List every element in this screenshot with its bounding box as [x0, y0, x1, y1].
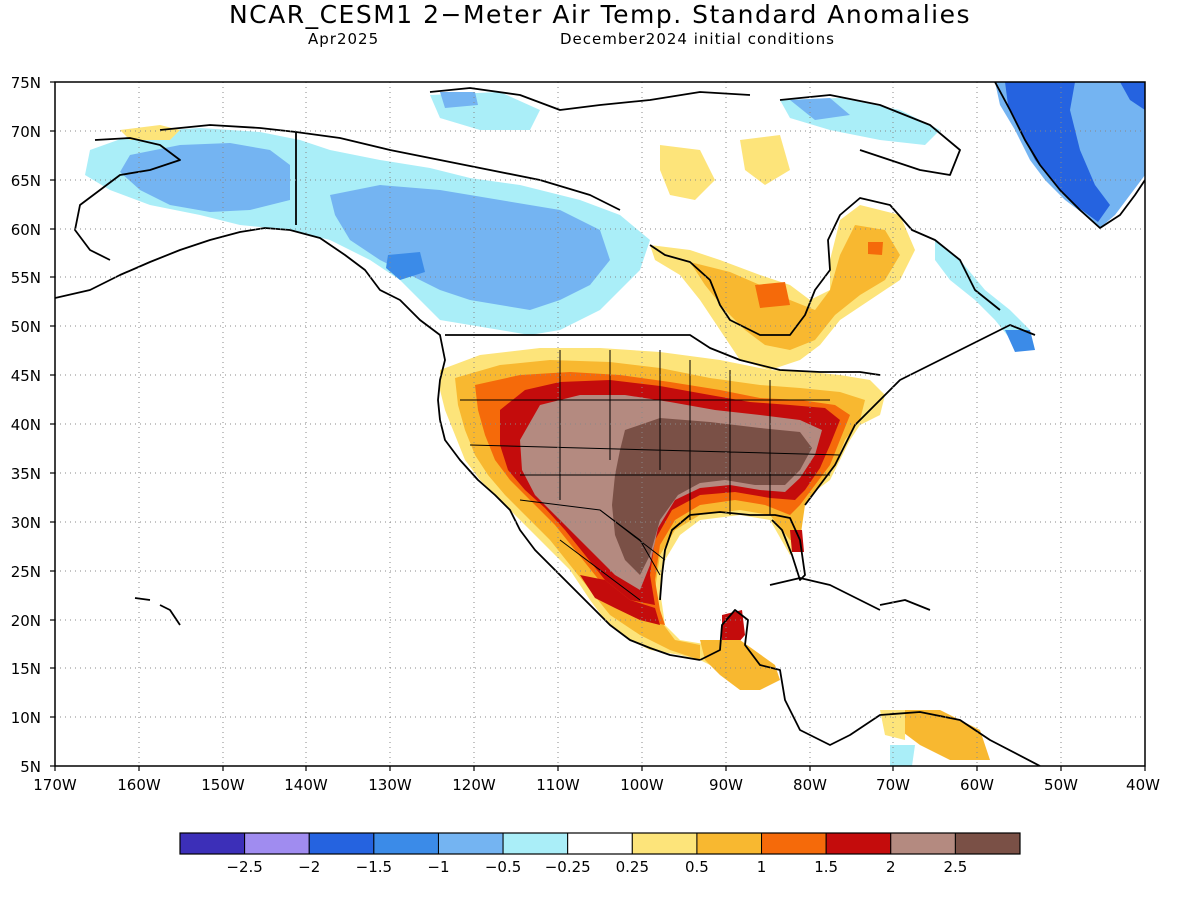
lon-label: 60W	[960, 776, 994, 794]
colorbar-label: 2	[886, 858, 896, 876]
colorbar-label: −2.5	[226, 858, 262, 876]
colorbar-swatch	[890, 832, 956, 855]
hispaniola-coast	[879, 599, 931, 611]
venezuela-anomaly-cool	[890, 745, 915, 766]
lon-label: 50W	[1044, 776, 1078, 794]
bc-anomaly	[330, 185, 610, 310]
hudson-bay-anomaly-mid	[690, 225, 900, 350]
gulf-coast	[659, 511, 806, 601]
colorbar-swatch	[825, 832, 892, 855]
lat-label: 45N	[11, 367, 41, 385]
baffin-coast	[779, 94, 961, 176]
lon-label: 120W	[452, 776, 496, 794]
colorbar-label: 1	[757, 858, 767, 876]
colorbar-swatch	[179, 832, 246, 855]
lon-label: 40W	[1126, 776, 1160, 794]
arctic-islands-anomaly-2	[440, 92, 478, 108]
colorbar-swatch	[631, 832, 698, 855]
lat-label: 20N	[11, 612, 41, 630]
lon-label: 160W	[117, 776, 161, 794]
us-state-lines	[460, 350, 841, 561]
us-anomaly-brown-dark	[612, 418, 812, 575]
colorbar-swatch	[954, 832, 1021, 855]
lon-label: 150W	[201, 776, 245, 794]
hudson-bay-coast	[649, 197, 1001, 336]
lon-label: 100W	[620, 776, 664, 794]
forecast-month: Apr2025	[308, 30, 380, 48]
graticule	[55, 82, 1145, 766]
colorbar-swatch	[244, 832, 310, 855]
axis-ticks	[50, 81, 1146, 771]
colorbar-label: 0.25	[616, 858, 649, 876]
colorbar-label: 2.5	[943, 858, 967, 876]
colorbar-frame	[179, 832, 1021, 855]
colorbar-swatch	[437, 832, 504, 855]
colorbar-label: −1.5	[356, 858, 392, 876]
hudson-bay-anomaly-high	[755, 282, 790, 308]
colorbar-swatch	[761, 832, 827, 855]
lon-label: 140W	[284, 776, 328, 794]
lat-label: 50N	[11, 318, 41, 336]
colorbar-swatch	[502, 832, 569, 855]
mexico-anomaly-red	[580, 575, 660, 625]
lat-label: 75N	[11, 74, 41, 92]
colorbar-swatch	[308, 832, 375, 855]
newfoundland-anomaly	[1005, 330, 1035, 352]
arctic-coast	[159, 124, 621, 211]
mexico-state-lines	[519, 499, 661, 601]
east-coast	[804, 324, 1036, 506]
labrador-anomaly	[935, 240, 1035, 350]
colorbar-label: −0.5	[485, 858, 521, 876]
initial-conditions-label: December2024 initial conditions	[560, 30, 835, 48]
lat-label: 70N	[11, 123, 41, 141]
baffin-anomaly-2	[790, 98, 850, 120]
hawaii-islands	[134, 597, 181, 626]
lat-label: 10N	[11, 709, 41, 727]
central-america-anomaly	[700, 640, 780, 690]
lon-label: 90W	[709, 776, 743, 794]
us-canada-border	[445, 334, 881, 376]
lat-label: 30N	[11, 514, 41, 532]
lat-label: 60N	[11, 221, 41, 239]
bc-anomaly-strong	[386, 252, 425, 280]
nunavut-anomaly-2	[740, 135, 790, 185]
lon-label: 70W	[876, 776, 910, 794]
colorbar-label: −0.25	[545, 858, 591, 876]
greenland-anomaly-strong	[1005, 82, 1110, 222]
colorbar-swatch	[696, 832, 763, 855]
cuba-coast	[769, 577, 881, 611]
arctic-islands-coast	[429, 87, 751, 111]
lat-label: 5N	[20, 758, 41, 776]
lon-label: 80W	[793, 776, 827, 794]
lon-label: 110W	[536, 776, 580, 794]
lat-label: 15N	[11, 660, 41, 678]
colorbar-label: 1.5	[814, 858, 838, 876]
south-america-anomaly	[900, 710, 990, 760]
alaska-coastline	[55, 227, 446, 421]
colorbar-swatch	[567, 832, 633, 855]
lon-label: 130W	[368, 776, 412, 794]
lat-label: 65N	[11, 172, 41, 190]
alaska-west-coast	[74, 137, 181, 261]
lat-label: 25N	[11, 563, 41, 581]
yucatan-coast	[699, 609, 1041, 766]
lat-label: 40N	[11, 416, 41, 434]
south-america-anomaly-light	[880, 710, 905, 740]
lat-label: 35N	[11, 465, 41, 483]
greenland-anomaly-strong-east	[1120, 82, 1145, 110]
quebec-anomaly-high	[868, 242, 883, 255]
colorbar-label: −2	[298, 858, 320, 876]
lat-label: 55N	[11, 269, 41, 287]
us-west-coast	[439, 419, 701, 661]
colorbar-label: −1	[427, 858, 449, 876]
colorbar-swatch	[373, 832, 439, 855]
map-title: NCAR_CESM1 2−Meter Air Temp. Standard An…	[228, 0, 972, 29]
colorbar-label: 0.5	[685, 858, 709, 876]
western-canada-anomaly	[120, 143, 290, 212]
greenland-coast	[994, 82, 1145, 229]
lon-label: 170W	[33, 776, 77, 794]
nunavut-anomaly	[660, 145, 715, 200]
